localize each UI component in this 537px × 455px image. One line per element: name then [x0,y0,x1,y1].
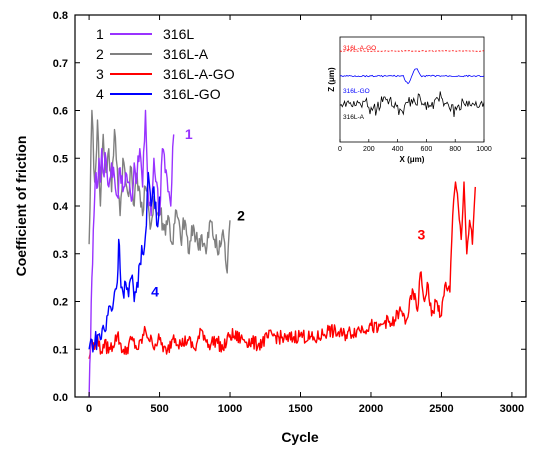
inset-profile-plot: 316L-A-GO 316L-GO 316L-A 0 200 400 600 800 1000 X… [327,36,492,164]
series-line-316l-go [88,171,161,353]
inset-x-tick-label: 200 [363,146,375,153]
legend-number: 2 [96,46,104,62]
legend-number: 1 [96,26,104,42]
x-tick-label: 2000 [359,403,383,415]
curve-label-1: 1 [185,126,193,142]
legend-label: 316L-A [163,46,209,62]
inset-x-tick-label: 0 [338,146,342,153]
inset-series-label: 316L-GO [343,88,370,95]
y-tick-label: 0.7 [53,58,68,70]
y-tick-label: 0.2 [53,297,68,309]
legend-number: 4 [96,86,104,102]
y-tick-label: 0.5 [53,153,68,165]
x-axis-ticks: 0 500 1000 1500 2000 2500 3000 [86,15,524,415]
legend-label: 316L-GO [163,86,221,102]
y-tick-label: 0.3 [53,249,68,261]
y-tick-label: 0.1 [53,344,68,356]
legend: 1 316L 2 316L-A 3 316L-A-GO 4 316L-GO [96,26,235,102]
x-tick-label: 1500 [288,403,312,415]
inset-profile-316l-a-go [339,50,485,52]
curve-label-3: 3 [417,226,425,242]
y-tick-label: 0.6 [53,106,68,118]
inset-x-axis-label: X (μm) [400,155,425,164]
x-tick-label: 3000 [500,403,524,415]
legend-label: 316L [163,26,194,42]
inset-x-tick-label: 1000 [476,146,492,153]
y-axis-label: Coefficient of friction [13,136,29,277]
y-tick-label: 0.0 [53,392,68,404]
inset-series-label: 316L-A [343,114,365,121]
inset-x-tick-label: 800 [449,146,461,153]
inset-x-tick-label: 600 [421,146,433,153]
x-tick-label: 0 [86,403,92,415]
x-tick-label: 1000 [218,403,242,415]
series-layer [88,109,476,398]
inset-y-axis-label: Z (μm) [327,67,336,92]
curve-labels: 1 2 3 4 [151,126,425,300]
inset-frame [339,36,485,143]
x-tick-label: 500 [150,403,168,415]
y-tick-label: 0.4 [53,201,69,213]
y-tick-label: 0.8 [53,10,68,22]
inset-profile-316l-a [339,91,485,118]
inset-series-label: 316L-A-GO [343,45,376,52]
inset-x-tick-label: 400 [392,146,404,153]
y-axis-ticks: 0.0 0.1 0.2 0.3 0.4 0.5 0.6 0.7 0.8 [53,10,526,404]
curve-label-2: 2 [237,207,245,223]
x-tick-label: 2500 [429,403,453,415]
curve-label-4: 4 [151,284,159,300]
legend-number: 3 [96,66,104,82]
series-line-316l-a [88,109,231,274]
inset-profile-316l-go [339,68,485,85]
x-axis-label: Cycle [281,429,319,445]
series-line-316l-a-go [88,181,476,359]
legend-label: 316L-A-GO [163,66,235,82]
